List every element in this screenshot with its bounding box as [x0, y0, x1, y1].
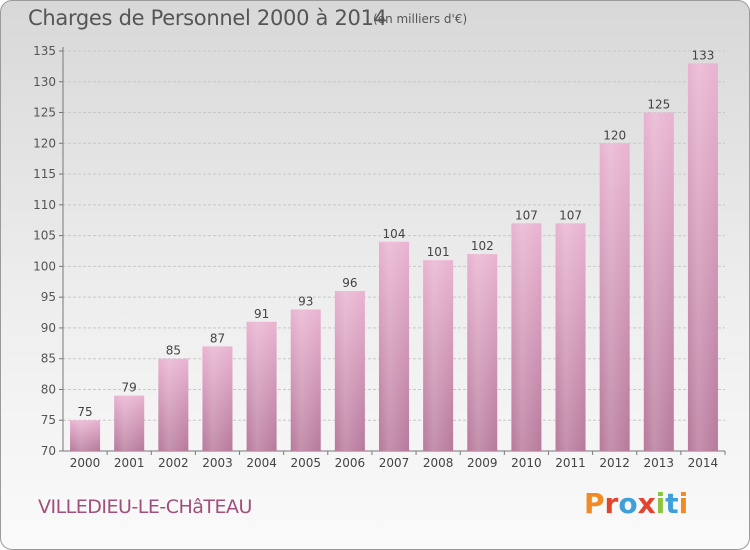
- x-tick-label-2014: 2014: [688, 456, 719, 470]
- bar-shine-2001: [114, 395, 145, 451]
- chart-subtitle: (en milliers d'€): [373, 12, 468, 26]
- data-label-2010: 107: [515, 208, 538, 222]
- data-labels: 75 79 85 87 91 93 96 104 101 102 107 107 120 125 133: [77, 48, 714, 419]
- x-tick-label-2000: 2000: [70, 456, 101, 470]
- x-tick-label-2011: 2011: [555, 456, 586, 470]
- data-label-2007: 104: [383, 227, 406, 241]
- bar-shine-2005: [290, 309, 321, 451]
- chart-title: Charges de Personnel 2000 à 2014: [28, 6, 387, 30]
- y-tick-label: 100: [33, 259, 56, 273]
- x-tick-label-2012: 2012: [599, 456, 630, 470]
- data-label-2012: 120: [603, 128, 626, 142]
- x-tick-label-2003: 2003: [202, 456, 233, 470]
- x-tick-label-2006: 2006: [335, 456, 366, 470]
- y-tick-label: 115: [33, 167, 56, 181]
- data-label-2014: 133: [691, 48, 714, 62]
- data-label-2000: 75: [77, 405, 92, 419]
- bar-shine-2010: [511, 223, 542, 451]
- y-tick-label: 120: [33, 136, 56, 150]
- x-tick-label-2001: 2001: [114, 456, 145, 470]
- x-tick-label-2005: 2005: [290, 456, 321, 470]
- brand-letter: x: [637, 487, 656, 520]
- brand-letter: o: [618, 487, 638, 520]
- data-label-2006: 96: [342, 276, 357, 290]
- bar-shine-2008: [423, 260, 454, 451]
- y-tick-label: 130: [33, 75, 56, 89]
- y-tick-label: 125: [33, 106, 56, 120]
- y-tick-label: 85: [41, 352, 56, 366]
- bar-shine-2007: [378, 241, 410, 451]
- x-tick-label-2002: 2002: [158, 456, 189, 470]
- brand-letter: r: [604, 487, 619, 520]
- x-tick-label-2009: 2009: [467, 456, 498, 470]
- bar-shine-2004: [246, 321, 277, 451]
- y-tick-label: 80: [41, 382, 56, 396]
- bar-shine-2009: [467, 254, 498, 451]
- brand-letter: i: [655, 487, 666, 520]
- data-label-2004: 91: [254, 307, 269, 321]
- x-tick-label-2004: 2004: [246, 456, 277, 470]
- y-tick-label: 95: [41, 290, 56, 304]
- x-tick-label-2010: 2010: [511, 456, 542, 470]
- data-label-2013: 125: [647, 98, 670, 112]
- bars: [70, 63, 718, 452]
- bar-shine-2000: [70, 420, 101, 451]
- y-tick-label: 105: [33, 229, 56, 243]
- y-tick-label: 135: [33, 44, 56, 58]
- y-tick-label: 110: [33, 198, 56, 212]
- brand-letter: P: [584, 487, 605, 520]
- data-label-2003: 87: [210, 331, 225, 345]
- x-tick-label-2013: 2013: [644, 456, 675, 470]
- y-tick-label: 75: [41, 413, 56, 427]
- data-label-2009: 102: [471, 239, 494, 253]
- bar-shine-2012: [599, 143, 630, 452]
- bar-shine-2002: [158, 358, 189, 451]
- proxiti-logo: Proxiti: [584, 487, 688, 520]
- bar-shine-2013: [643, 112, 674, 452]
- brand-letter: t: [665, 487, 679, 520]
- data-label-2008: 101: [427, 245, 450, 259]
- y-tick-label: 70: [41, 444, 56, 458]
- data-label-2011: 107: [559, 208, 582, 222]
- data-label-2005: 93: [298, 294, 313, 308]
- x-tick-label-2007: 2007: [379, 456, 410, 470]
- x-tick-label-2008: 2008: [423, 456, 454, 470]
- data-label-2001: 79: [122, 381, 137, 395]
- location-name: VILLEDIEU-LE-CHâTEAU: [38, 496, 252, 518]
- data-label-2002: 85: [166, 344, 181, 358]
- bar-shine-2003: [202, 346, 233, 451]
- bar-shine-2011: [555, 223, 586, 451]
- bar-shine-2006: [334, 291, 365, 451]
- y-tick-label: 90: [41, 321, 56, 335]
- bar-shine-2014: [687, 63, 718, 452]
- brand-letter: i: [678, 487, 689, 520]
